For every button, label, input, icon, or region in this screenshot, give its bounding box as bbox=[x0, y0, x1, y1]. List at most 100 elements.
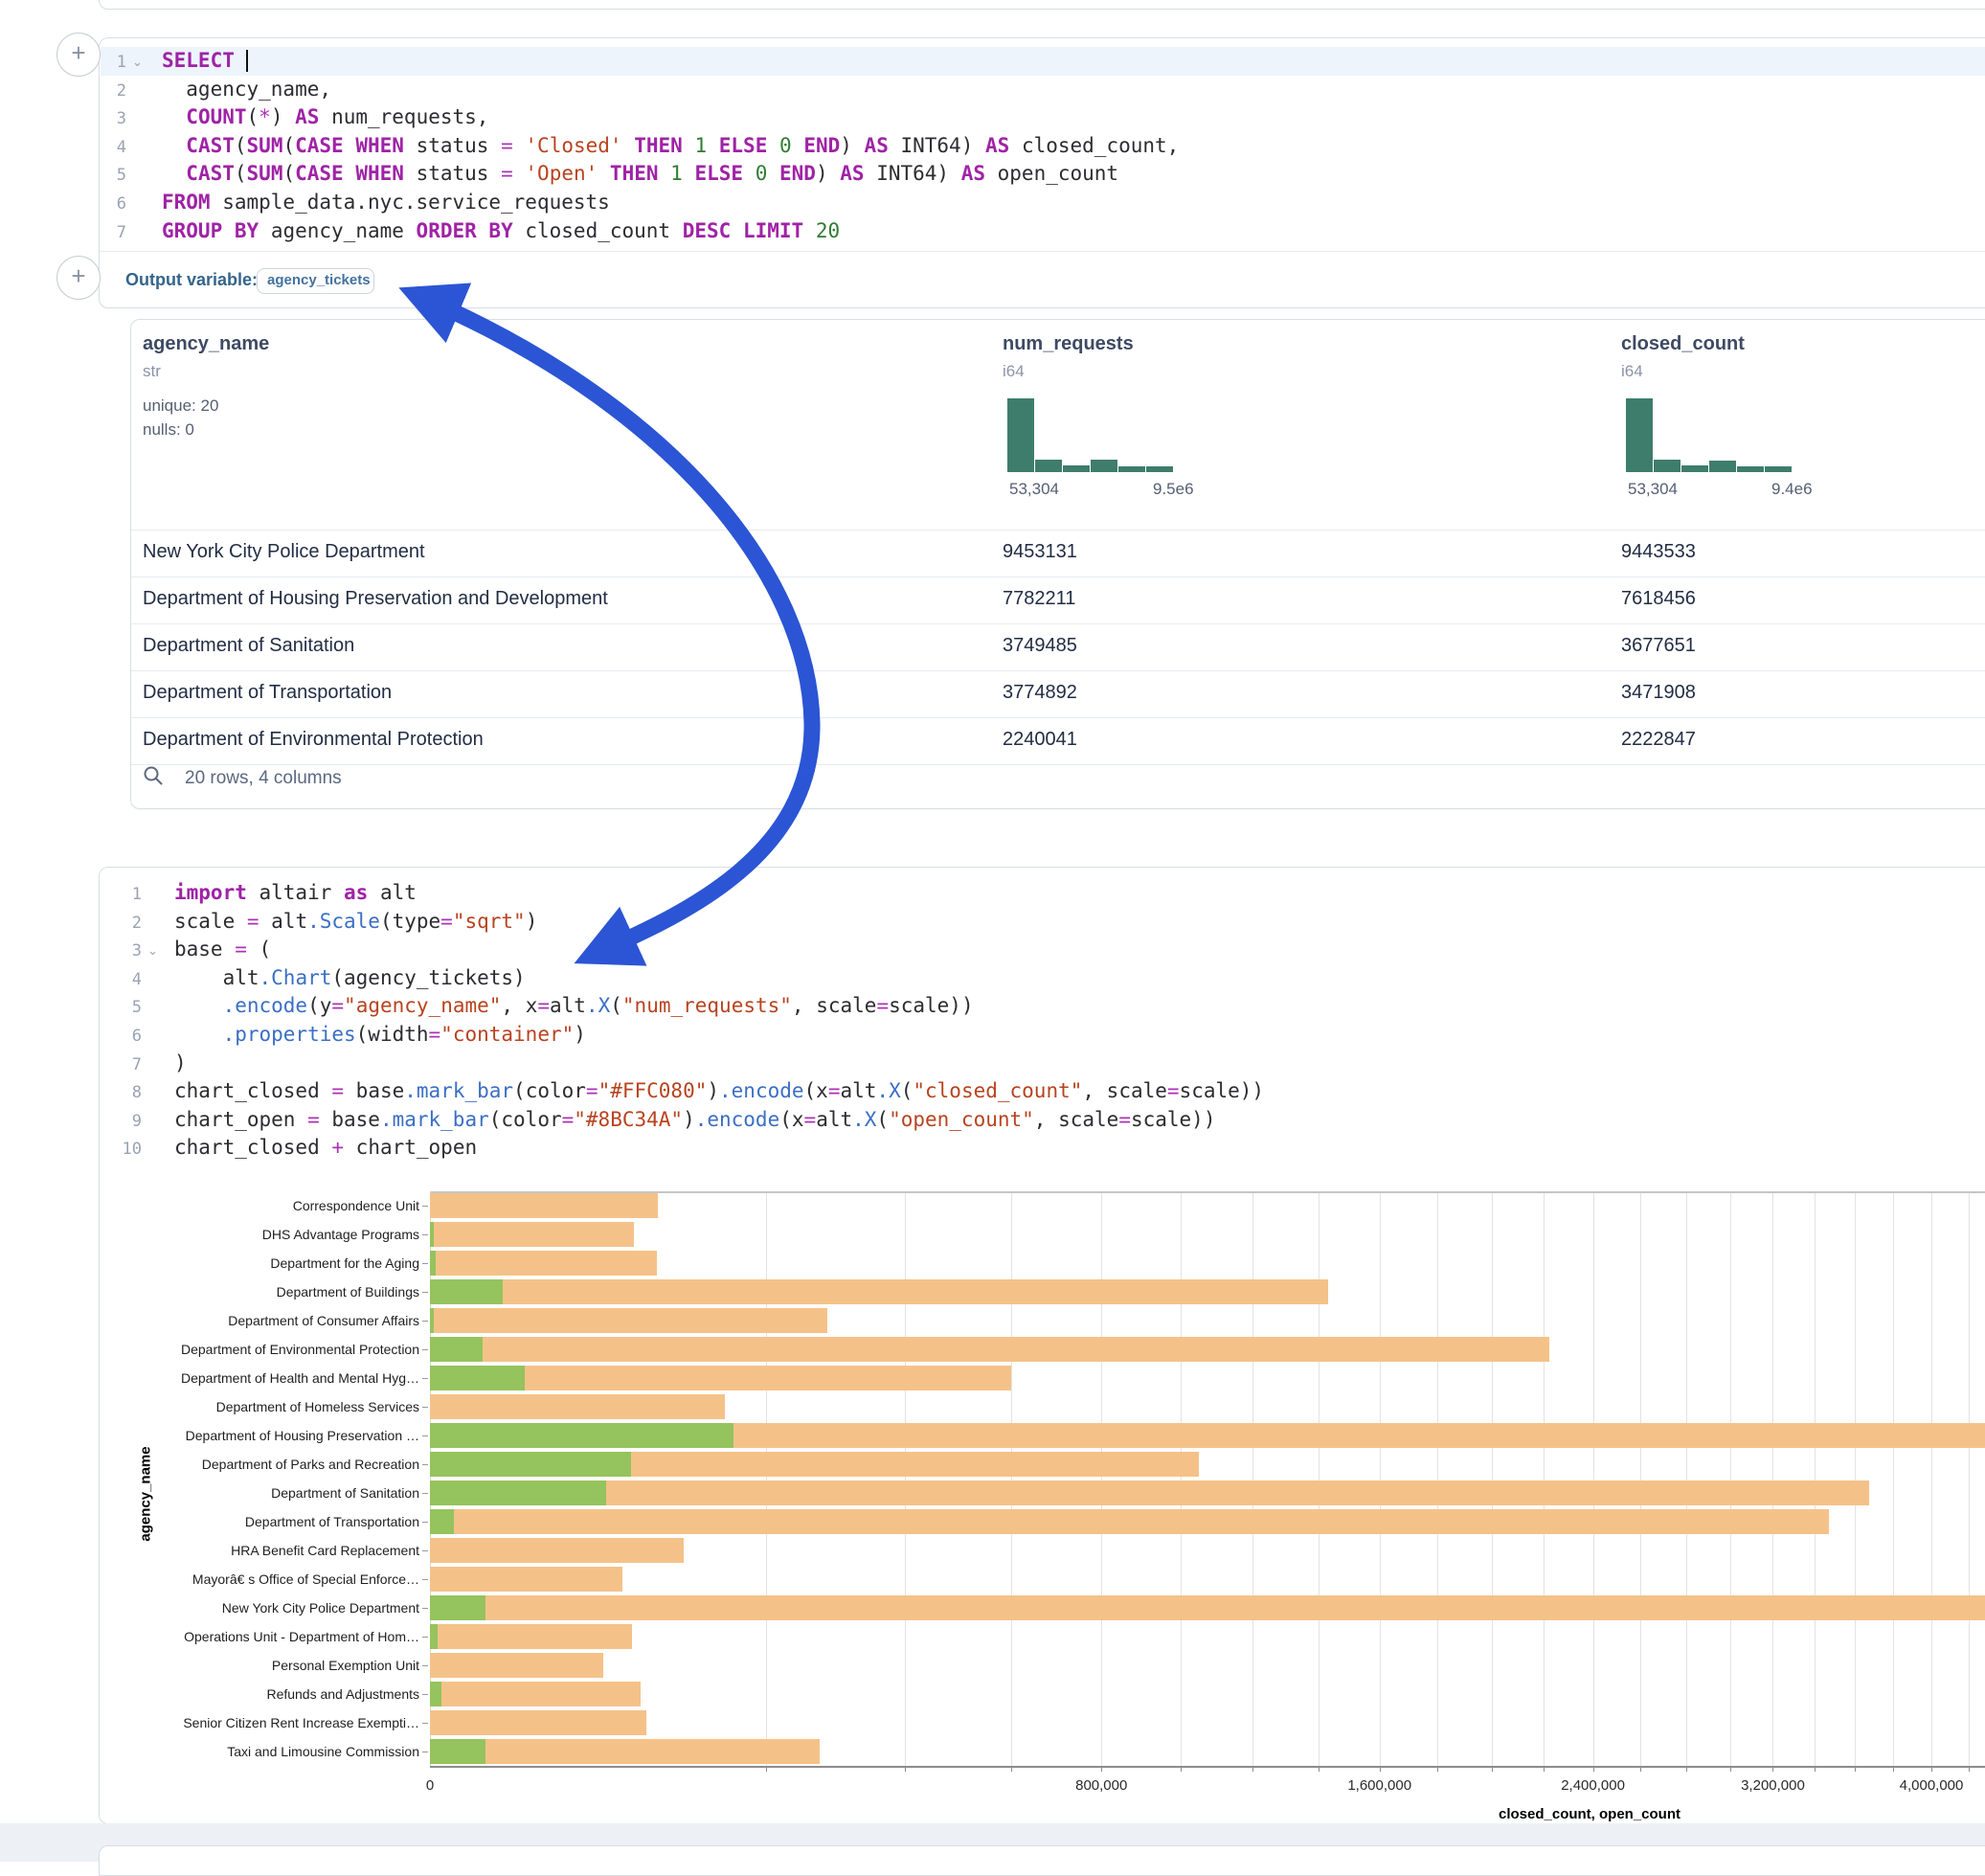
histogram-bar bbox=[1063, 465, 1090, 472]
line-number: 7 bbox=[100, 1055, 142, 1074]
add-cell-button-middle[interactable]: + bbox=[56, 256, 101, 300]
histogram-max-label: 9.4e6 bbox=[1771, 480, 1813, 499]
table-search-icon[interactable] bbox=[143, 765, 164, 786]
chart-gridline bbox=[1969, 1191, 1970, 1766]
x-axis-line bbox=[430, 1766, 1985, 1768]
table-row[interactable]: Department of Transportation377489234719… bbox=[131, 670, 1985, 717]
line-number: 3 bbox=[100, 109, 126, 128]
code-line[interactable]: chart_open = base.mark_bar(color="#8BC34… bbox=[174, 1106, 1985, 1135]
y-axis-label: Department of Environmental Protection bbox=[163, 1342, 419, 1357]
histogram-bar bbox=[1091, 460, 1117, 472]
row-separator bbox=[131, 764, 1985, 765]
line-number: 10 bbox=[100, 1140, 142, 1159]
y-axis-label: Personal Exemption Unit bbox=[163, 1658, 419, 1673]
closed-count-bar bbox=[430, 1480, 1869, 1505]
code-line[interactable]: .encode(y="agency_name", x=alt.X("num_re… bbox=[174, 992, 1985, 1021]
code-line[interactable]: CAST(SUM(CASE WHEN status = 'Open' THEN … bbox=[162, 160, 1985, 189]
code-line[interactable]: chart_closed = base.mark_bar(color="#FFC… bbox=[174, 1077, 1985, 1106]
y-axis-title: agency_name bbox=[138, 1446, 154, 1541]
column-header-closed_count[interactable]: closed_count bbox=[1621, 333, 1745, 355]
closed-count-bar bbox=[430, 1567, 622, 1592]
open-count-bar bbox=[430, 1423, 733, 1448]
table-cell: 2222847 bbox=[1621, 729, 1696, 751]
code-line[interactable]: agency_name, bbox=[162, 76, 1985, 104]
line-number: 2 bbox=[100, 81, 126, 101]
sql-cell[interactable]: 1⌄SELECT 2 agency_name,3 COUNT(*) AS num… bbox=[99, 37, 1985, 308]
text-caret bbox=[246, 50, 248, 72]
add-cell-button-top[interactable]: + bbox=[56, 33, 101, 77]
closed-count-bar bbox=[430, 1222, 634, 1247]
closed-count-bar bbox=[430, 1595, 1985, 1620]
y-axis-label: Taxi and Limousine Commission bbox=[163, 1744, 419, 1759]
fold-chevron-icon[interactable]: ⌄ bbox=[132, 55, 143, 70]
closed-count-bar bbox=[430, 1624, 632, 1649]
y-axis-tick bbox=[422, 1493, 428, 1494]
table-cell: 7782211 bbox=[1003, 588, 1075, 610]
y-axis-tick bbox=[422, 1435, 428, 1436]
x-axis-tick-label: 2,400,000 bbox=[1561, 1777, 1625, 1794]
fold-chevron-icon[interactable]: ⌄ bbox=[147, 943, 158, 959]
histogram-min-label: 53,304 bbox=[1009, 480, 1059, 499]
code-line[interactable]: alt.Chart(agency_tickets) bbox=[174, 964, 1985, 993]
sql-code-editor[interactable]: 1⌄SELECT 2 agency_name,3 COUNT(*) AS num… bbox=[100, 47, 1985, 252]
code-line[interactable]: import altair as alt bbox=[174, 879, 1985, 908]
histogram-bar bbox=[1118, 466, 1145, 472]
code-line[interactable]: base = ( bbox=[174, 936, 1985, 964]
open-count-bar bbox=[430, 1739, 485, 1764]
code-line[interactable]: GROUP BY agency_name ORDER BY closed_cou… bbox=[162, 217, 1985, 246]
plot-border-top bbox=[430, 1191, 1985, 1193]
y-axis-label: Department of Sanitation bbox=[163, 1485, 419, 1501]
table-row[interactable]: Department of Environmental Protection22… bbox=[131, 717, 1985, 764]
chart-gridline bbox=[1492, 1191, 1493, 1766]
previous-cell-edge bbox=[99, 0, 1985, 10]
histogram-bar bbox=[1007, 398, 1034, 472]
y-axis-tick bbox=[422, 1407, 428, 1408]
column-histogram bbox=[1626, 398, 1792, 472]
x-axis-tick-label: 1,600,000 bbox=[1347, 1777, 1411, 1794]
y-axis-label: Department of Housing Preservation … bbox=[163, 1428, 419, 1443]
y-axis-tick bbox=[422, 1378, 428, 1379]
column-header-agency_name[interactable]: agency_name bbox=[143, 333, 269, 355]
y-axis-tick bbox=[422, 1665, 428, 1666]
y-axis-tick bbox=[422, 1206, 428, 1207]
y-axis-label: Correspondence Unit bbox=[163, 1198, 419, 1213]
table-row[interactable]: Department of Housing Preservation and D… bbox=[131, 576, 1985, 623]
chart-gridline bbox=[1101, 1191, 1102, 1766]
column-header-num_requests[interactable]: num_requests bbox=[1003, 333, 1134, 355]
python-code-editor[interactable]: 1import altair as alt2scale = alt.Scale(… bbox=[100, 879, 1985, 1166]
table-cell: 9443533 bbox=[1621, 541, 1696, 563]
code-line[interactable]: FROM sample_data.nyc.service_requests bbox=[162, 189, 1985, 217]
histogram-bar bbox=[1654, 460, 1680, 472]
y-axis-tick bbox=[422, 1349, 428, 1350]
y-axis-label: Operations Unit - Department of Hom… bbox=[163, 1629, 419, 1644]
line-number: 6 bbox=[100, 194, 126, 214]
y-axis-tick bbox=[422, 1464, 428, 1465]
output-variable-pill[interactable]: agency_tickets bbox=[257, 268, 374, 294]
chart-gridline bbox=[1893, 1191, 1894, 1766]
table-row-count: 20 rows, 4 columns bbox=[185, 768, 342, 789]
code-line[interactable]: scale = alt.Scale(type="sqrt") bbox=[174, 908, 1985, 937]
y-axis-label: HRA Benefit Card Replacement bbox=[163, 1543, 419, 1558]
chart-gridline bbox=[1593, 1191, 1594, 1766]
chart-gridline bbox=[1931, 1191, 1932, 1766]
histogram-bar bbox=[1626, 398, 1653, 472]
code-line[interactable]: COUNT(*) AS num_requests, bbox=[162, 103, 1985, 132]
x-axis-title: closed_count, open_count bbox=[1499, 1806, 1680, 1822]
table-cell: 2240041 bbox=[1003, 729, 1077, 751]
y-axis-label: Department of Transportation bbox=[163, 1514, 419, 1529]
y-axis-tick bbox=[422, 1694, 428, 1695]
code-line[interactable]: .properties(width="container") bbox=[174, 1021, 1985, 1050]
y-axis-label: New York City Police Department bbox=[163, 1600, 419, 1616]
closed-count-bar bbox=[430, 1337, 1549, 1362]
y-axis-tick bbox=[422, 1723, 428, 1724]
code-line[interactable]: SELECT bbox=[162, 47, 1985, 76]
open-count-bar bbox=[430, 1509, 454, 1534]
table-row[interactable]: Department of Sanitation37494853677651 bbox=[131, 623, 1985, 670]
code-line[interactable]: CAST(SUM(CASE WHEN status = 'Closed' THE… bbox=[162, 132, 1985, 161]
open-count-bar bbox=[430, 1222, 434, 1247]
column-stat: unique: 20 bbox=[143, 396, 218, 416]
line-number: 8 bbox=[100, 1083, 142, 1102]
code-line[interactable]: ) bbox=[174, 1050, 1985, 1078]
table-row[interactable]: New York City Police Department945313194… bbox=[131, 530, 1985, 576]
plot-border-left bbox=[430, 1191, 431, 1766]
